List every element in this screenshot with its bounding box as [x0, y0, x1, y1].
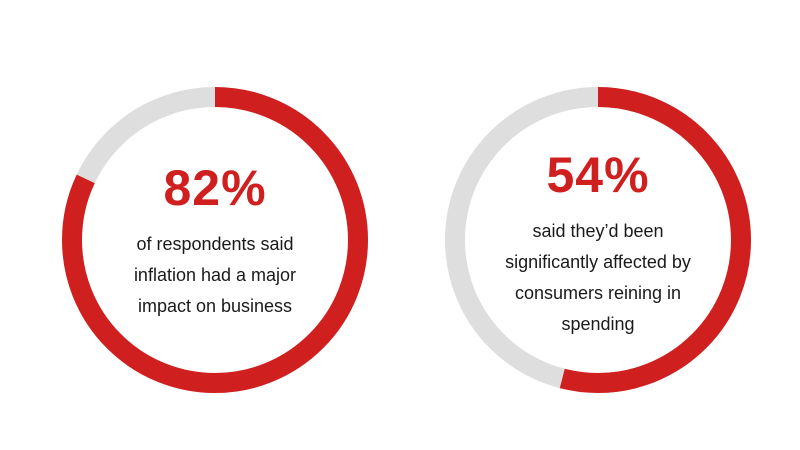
donut-arc-spending-54 [445, 87, 751, 393]
stat-value: 54% [546, 147, 650, 203]
donut-chart-inflation [62, 87, 368, 393]
stat-value: 82% [163, 160, 267, 216]
stat-caption: said they’d been significantly affected … [505, 221, 691, 334]
donut-chart-consumer-spending [445, 87, 751, 393]
stat-block-consumer-spending: 54% said they’d been significantly affec… [448, 150, 748, 340]
stat-caption: of respondents said inflation had a majo… [133, 234, 297, 316]
stat-block-inflation: 82% of respondents said inflation had a … [65, 163, 365, 322]
donut-arc-inflation-82 [62, 87, 368, 393]
